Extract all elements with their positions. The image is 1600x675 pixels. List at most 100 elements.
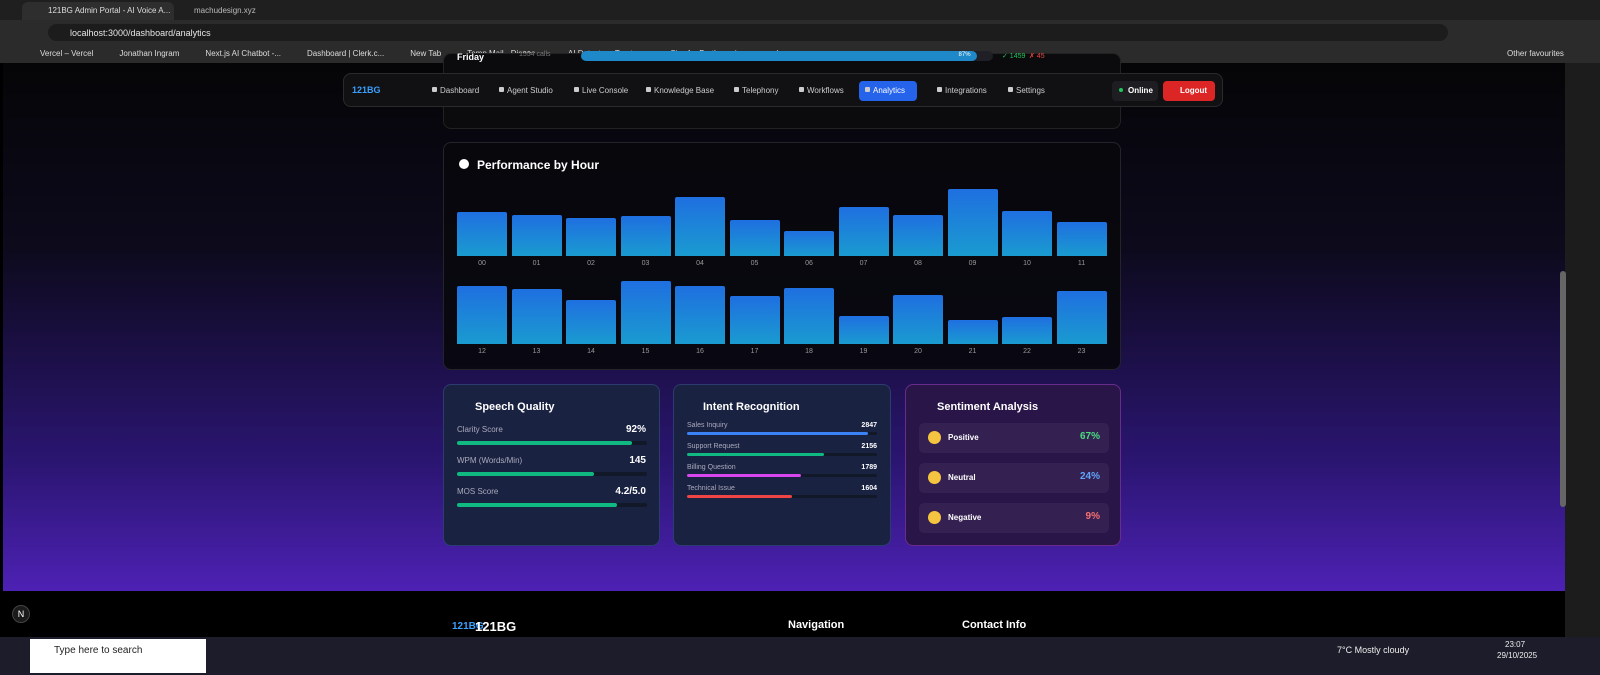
sentiment-row <box>919 423 1109 453</box>
bookmark[interactable]: Dashboard | Clerk.c... <box>307 49 385 58</box>
nav-item[interactable]: Analytics <box>873 86 906 95</box>
fill <box>457 472 594 476</box>
intent-label: Sales Inquiry <box>687 422 728 429</box>
hour-label: 12 <box>478 348 486 355</box>
metric-value: 4.2/5.0 <box>615 486 646 497</box>
nav-icon <box>574 87 579 92</box>
pct: 87% <box>958 52 971 58</box>
nav-icon <box>937 87 942 92</box>
intent-card: Intent Recognition Sales Inquiry 2847 Suppo… <box>673 384 891 546</box>
bar <box>893 215 943 256</box>
metric-label: MOS Score <box>457 487 499 496</box>
taskbar: Type here to search 7°C Mostly cloudy 23… <box>0 637 1600 675</box>
bar <box>729 220 780 256</box>
bar <box>511 289 562 344</box>
hour-label: 02 <box>587 260 595 267</box>
metric-label: Clarity Score <box>457 425 503 434</box>
sentiment-value: 24% <box>1079 471 1100 482</box>
bar <box>675 197 725 256</box>
nav-item[interactable]: Settings <box>1016 86 1045 95</box>
bar <box>620 216 671 256</box>
bar <box>838 316 889 344</box>
tab-title: 121BG Admin Portal - AI Voice A... <box>48 6 171 15</box>
hour-label: 10 <box>1023 260 1031 267</box>
bookmark[interactable]: Vercel – Vercel <box>40 49 94 58</box>
fill <box>687 474 801 477</box>
nav-icon <box>734 87 739 92</box>
bookmark[interactable]: Jonathan Ingram <box>119 49 180 58</box>
logout-button[interactable] <box>1163 81 1215 101</box>
logout[interactable]: Logout <box>1180 86 1208 95</box>
metric-label: WPM (Words/Min) <box>457 456 523 465</box>
intent-value: 1789 <box>861 464 877 471</box>
hour-label: 03 <box>641 260 650 267</box>
nav-item[interactable]: Integrations <box>945 86 987 95</box>
date: 29/10/2025 <box>1497 651 1538 660</box>
speech-card: Speech Quality Clarity Score 92% WPM (Words… <box>443 384 660 546</box>
footer-heading: Contact Info <box>962 619 1027 631</box>
bookmark[interactable]: Next.js AI Chatbot -... <box>205 49 282 58</box>
bar <box>947 320 998 344</box>
hour-label: 13 <box>532 348 541 355</box>
toolbar: localhost:3000/dashboard/analytics Verce… <box>0 20 1600 63</box>
nav-item[interactable]: Knowledge Base <box>654 86 715 95</box>
logo[interactable]: 121BG <box>352 85 381 95</box>
fail: ✗ 45 <box>1029 53 1045 60</box>
footer-logo: 121BG <box>452 621 484 632</box>
bar <box>620 281 671 344</box>
hour-label: 20 <box>914 348 922 355</box>
card-title: Performance by Hour <box>477 158 600 172</box>
address-bar[interactable] <box>48 24 1448 41</box>
nav-item[interactable]: Agent Studio <box>507 86 553 95</box>
sentiment-value: 9% <box>1085 511 1100 522</box>
intent-label: Technical Issue <box>687 485 735 492</box>
scroll-thumb[interactable] <box>1560 271 1566 507</box>
scrollbar[interactable] <box>1560 63 1600 637</box>
status: Online <box>1128 86 1153 95</box>
nav-item[interactable]: Workflows <box>807 86 844 95</box>
status-dot <box>1119 88 1123 92</box>
bar <box>838 207 889 256</box>
nav-icon <box>499 87 504 92</box>
search-placeholder: Type here to search <box>54 645 143 656</box>
hour-label: 08 <box>914 260 922 267</box>
metric-value: 145 <box>629 455 646 466</box>
card-title: Sentiment Analysis <box>937 401 1039 413</box>
bar <box>784 231 834 256</box>
sentiment-card: Sentiment Analysis Positive 67% Neutral 24% N… <box>905 384 1121 546</box>
bar <box>947 189 998 256</box>
hour-label: 01 <box>532 260 541 267</box>
nav-active[interactable] <box>859 81 917 101</box>
bar <box>675 286 725 344</box>
bar <box>1002 211 1052 256</box>
bookmark[interactable]: Other favourites <box>1507 49 1564 58</box>
hour-label: 09 <box>968 260 977 267</box>
intent-value: 2156 <box>861 443 877 450</box>
hour-label: 14 <box>587 348 595 355</box>
intent-value: 2847 <box>861 422 877 429</box>
tab-bar: 121BG Admin Portal - AI Voice A... machu… <box>0 0 1600 20</box>
card-title: Intent Recognition <box>703 401 800 413</box>
bar <box>1056 291 1107 344</box>
nav-icon <box>865 87 870 92</box>
sentiment-row <box>919 463 1109 493</box>
nav-item[interactable]: Dashboard <box>440 86 480 95</box>
search-box[interactable] <box>30 639 206 673</box>
fill <box>687 453 824 456</box>
footer-brand: 121BG <box>475 619 517 634</box>
nav-item[interactable]: Telephony <box>742 86 779 95</box>
navbar: 121BG Dashboard Agent Studio Live Console K… <box>343 73 1223 107</box>
intent-label: Billing Question <box>687 464 736 471</box>
bookmark[interactable]: New Tab <box>410 49 442 58</box>
tab-title[interactable]: machudesign.xyz <box>194 6 256 15</box>
bar <box>566 300 616 344</box>
next-badge[interactable]: N <box>12 605 30 623</box>
bar <box>893 295 943 344</box>
weather: 7°C Mostly cloudy <box>1337 645 1410 655</box>
nav-icon <box>646 87 651 92</box>
nav-icon <box>432 87 437 92</box>
nav-icon <box>1008 87 1013 92</box>
tab[interactable] <box>22 2 174 20</box>
nav-item[interactable]: Live Console <box>582 86 629 95</box>
